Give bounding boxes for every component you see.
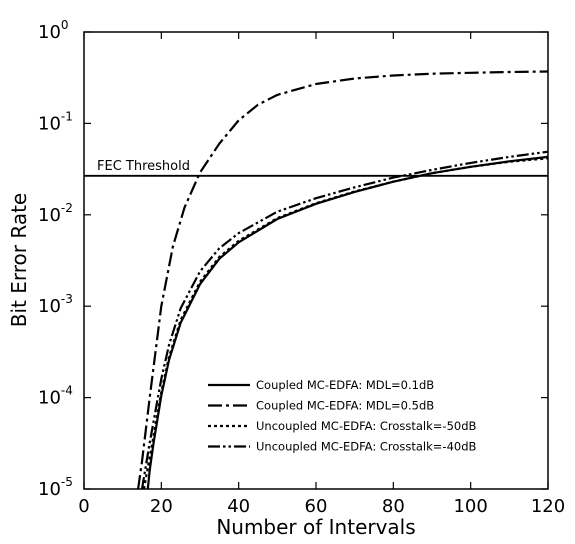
- legend-label-1: Coupled MC-EDFA: MDL=0.1dB: [256, 378, 434, 392]
- x-tick-label: 80: [382, 496, 405, 517]
- x-tick-label: 100: [453, 496, 487, 517]
- x-tick-label: 40: [227, 496, 250, 517]
- y-tick-label: 100: [38, 18, 69, 43]
- series-line-4: [142, 152, 548, 489]
- fec-threshold-label: FEC Threshold: [97, 159, 190, 174]
- x-tick-label: 60: [305, 496, 328, 517]
- fec-threshold: FEC Threshold: [84, 159, 548, 176]
- y-tick-label: 10-5: [38, 475, 73, 500]
- x-axis-title: Number of Intervals: [216, 515, 415, 539]
- legend: Coupled MC-EDFA: MDL=0.1dB Coupled MC-EDF…: [208, 378, 477, 454]
- x-tick-label: 20: [150, 496, 173, 517]
- y-tick-label: 10-3: [38, 292, 73, 317]
- x-tick-label: 0: [78, 496, 89, 517]
- y-tick-label: 10-4: [38, 384, 73, 409]
- y-axis-title: Bit Error Rate: [7, 193, 31, 327]
- legend-label-3: Uncoupled MC-EDFA: Crosstalk=-50dB: [256, 419, 477, 433]
- legend-label-2: Coupled MC-EDFA: MDL=0.5dB: [256, 399, 434, 413]
- x-tick-label: 120: [531, 496, 565, 517]
- y-tick-label: 10-2: [38, 201, 73, 226]
- y-tick-label: 10-1: [38, 109, 73, 134]
- legend-label-4: Uncoupled MC-EDFA: Crosstalk=-40dB: [256, 440, 477, 454]
